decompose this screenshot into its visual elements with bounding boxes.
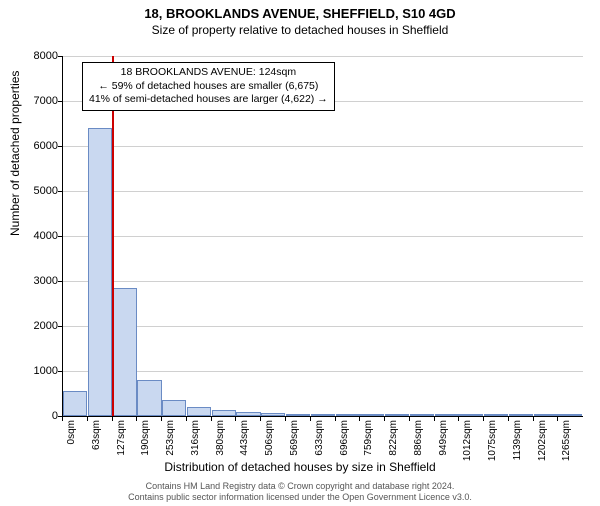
histogram-bar: [311, 414, 335, 416]
y-tick-mark: [58, 101, 63, 102]
histogram-bar: [509, 414, 533, 416]
y-tick-label: 5000: [18, 185, 58, 197]
y-tick-label: 4000: [18, 230, 58, 242]
x-tick-label: 1265sqm: [561, 420, 572, 470]
x-tick-mark: [557, 416, 558, 421]
footer-line2: Contains public sector information licen…: [0, 492, 600, 503]
footer-line1: Contains HM Land Registry data © Crown c…: [0, 481, 600, 492]
x-tick-mark: [112, 416, 113, 421]
y-tick-mark: [58, 236, 63, 237]
y-tick-label: 8000: [18, 50, 58, 62]
histogram-bar: [558, 414, 582, 416]
histogram-bar: [534, 414, 558, 416]
y-tick-mark: [58, 146, 63, 147]
histogram-bar: [187, 407, 211, 416]
x-tick-label: 759sqm: [363, 420, 374, 470]
y-tick-label: 1000: [18, 365, 58, 377]
histogram-bar: [435, 414, 459, 416]
x-tick-label: 63sqm: [91, 420, 102, 470]
x-tick-mark: [235, 416, 236, 421]
y-tick-mark: [58, 56, 63, 57]
x-tick-mark: [483, 416, 484, 421]
x-tick-mark: [285, 416, 286, 421]
x-tick-mark: [409, 416, 410, 421]
y-tick-label: 7000: [18, 95, 58, 107]
annotation-box: 18 BROOKLANDS AVENUE: 124sqm ← 59% of de…: [82, 62, 335, 111]
grid-line: [63, 146, 583, 147]
histogram-bar: [484, 414, 508, 416]
x-tick-label: 380sqm: [215, 420, 226, 470]
annotation-line2: ← 59% of detached houses are smaller (6,…: [89, 80, 328, 94]
x-tick-label: 0sqm: [66, 420, 77, 470]
y-tick-label: 2000: [18, 320, 58, 332]
x-tick-label: 253sqm: [165, 420, 176, 470]
x-tick-label: 443sqm: [239, 420, 250, 470]
x-tick-mark: [87, 416, 88, 421]
x-axis-label: Distribution of detached houses by size …: [0, 460, 600, 474]
y-tick-label: 0: [18, 410, 58, 422]
x-tick-label: 696sqm: [339, 420, 350, 470]
histogram-bar: [385, 414, 409, 416]
grid-line: [63, 191, 583, 192]
annotation-line1: 18 BROOKLANDS AVENUE: 124sqm: [89, 66, 328, 80]
histogram-bar: [286, 414, 310, 416]
x-tick-label: 822sqm: [388, 420, 399, 470]
x-tick-mark: [458, 416, 459, 421]
x-tick-label: 949sqm: [438, 420, 449, 470]
x-tick-mark: [260, 416, 261, 421]
title-sub: Size of property relative to detached ho…: [0, 23, 600, 37]
histogram-bar: [336, 414, 360, 416]
x-tick-label: 633sqm: [314, 420, 325, 470]
histogram-bar: [88, 128, 112, 416]
title-main: 18, BROOKLANDS AVENUE, SHEFFIELD, S10 4G…: [0, 6, 600, 21]
y-tick-mark: [58, 326, 63, 327]
annotation-line3: 41% of semi-detached houses are larger (…: [89, 93, 328, 107]
x-tick-mark: [508, 416, 509, 421]
x-tick-mark: [359, 416, 360, 421]
x-tick-mark: [211, 416, 212, 421]
x-tick-mark: [384, 416, 385, 421]
histogram-bar: [360, 414, 384, 416]
x-tick-mark: [136, 416, 137, 421]
grid-line: [63, 56, 583, 57]
histogram-bar: [113, 288, 137, 416]
x-tick-label: 1012sqm: [462, 420, 473, 470]
x-tick-mark: [533, 416, 534, 421]
histogram-bar: [137, 380, 161, 416]
histogram-bar: [63, 391, 87, 416]
x-tick-mark: [161, 416, 162, 421]
x-tick-mark: [62, 416, 63, 421]
x-tick-mark: [186, 416, 187, 421]
x-tick-mark: [335, 416, 336, 421]
x-tick-mark: [434, 416, 435, 421]
chart-container: 18, BROOKLANDS AVENUE, SHEFFIELD, S10 4G…: [0, 6, 600, 506]
histogram-bar: [212, 410, 236, 416]
grid-line: [63, 371, 583, 372]
grid-line: [63, 326, 583, 327]
x-tick-label: 506sqm: [264, 420, 275, 470]
histogram-bar: [261, 413, 285, 416]
grid-line: [63, 236, 583, 237]
x-tick-label: 316sqm: [190, 420, 201, 470]
y-tick-mark: [58, 191, 63, 192]
y-tick-mark: [58, 281, 63, 282]
histogram-bar: [459, 414, 483, 416]
y-tick-label: 3000: [18, 275, 58, 287]
y-tick-mark: [58, 371, 63, 372]
x-tick-label: 886sqm: [413, 420, 424, 470]
y-tick-label: 6000: [18, 140, 58, 152]
x-tick-label: 1075sqm: [487, 420, 498, 470]
x-tick-label: 569sqm: [289, 420, 300, 470]
grid-line: [63, 281, 583, 282]
histogram-bar: [236, 412, 260, 416]
histogram-bar: [410, 414, 434, 416]
histogram-bar: [162, 400, 186, 416]
x-tick-label: 1202sqm: [537, 420, 548, 470]
x-tick-mark: [310, 416, 311, 421]
x-tick-label: 127sqm: [116, 420, 127, 470]
x-tick-label: 1139sqm: [512, 420, 523, 470]
x-tick-label: 190sqm: [140, 420, 151, 470]
